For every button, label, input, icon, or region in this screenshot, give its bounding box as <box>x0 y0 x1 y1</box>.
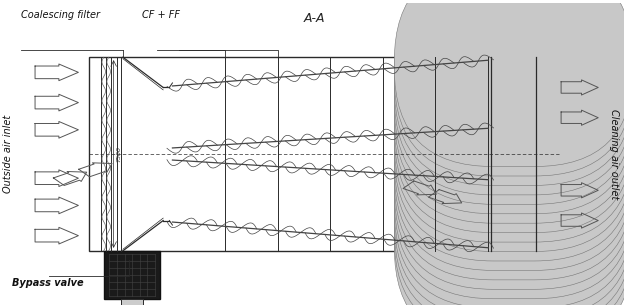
FancyBboxPatch shape <box>394 38 627 242</box>
FancyBboxPatch shape <box>394 95 627 299</box>
Text: Bypass valve: Bypass valve <box>11 278 83 288</box>
FancyBboxPatch shape <box>394 0 627 195</box>
FancyBboxPatch shape <box>394 142 627 308</box>
FancyBboxPatch shape <box>394 86 627 289</box>
FancyBboxPatch shape <box>394 29 627 233</box>
FancyBboxPatch shape <box>394 57 627 261</box>
FancyBboxPatch shape <box>394 10 627 214</box>
FancyBboxPatch shape <box>394 104 627 308</box>
Text: Coalescing filter: Coalescing filter <box>21 10 100 20</box>
FancyBboxPatch shape <box>394 0 627 185</box>
Text: Cleaning air outlet: Cleaning air outlet <box>609 109 619 199</box>
FancyBboxPatch shape <box>394 133 627 308</box>
FancyBboxPatch shape <box>394 67 627 270</box>
Text: 7500: 7500 <box>116 146 121 162</box>
Text: A-A: A-A <box>304 12 325 25</box>
FancyBboxPatch shape <box>394 19 627 223</box>
Bar <box>104 251 160 299</box>
FancyBboxPatch shape <box>394 76 627 280</box>
Text: CF + FF: CF + FF <box>142 10 179 20</box>
FancyBboxPatch shape <box>394 48 627 252</box>
FancyBboxPatch shape <box>394 1 627 204</box>
FancyBboxPatch shape <box>394 0 627 176</box>
FancyBboxPatch shape <box>394 0 627 167</box>
FancyBboxPatch shape <box>394 114 627 308</box>
Bar <box>121 299 144 308</box>
Text: Outside air inlet: Outside air inlet <box>3 115 13 193</box>
FancyBboxPatch shape <box>394 123 627 308</box>
